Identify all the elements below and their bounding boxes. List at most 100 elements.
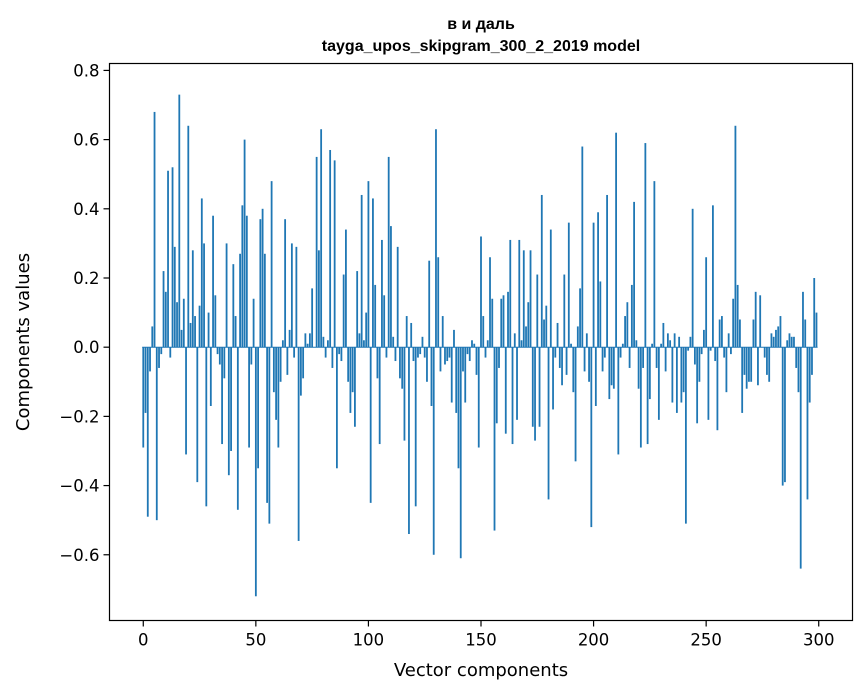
- y-tick-label: 0.8: [73, 61, 99, 80]
- bar: [734, 125, 737, 348]
- bar: [682, 347, 685, 393]
- bar: [633, 201, 635, 348]
- bar: [441, 316, 444, 348]
- bar: [245, 215, 248, 348]
- bar: [248, 347, 250, 448]
- bar: [811, 347, 813, 375]
- bar: [162, 271, 165, 348]
- bar: [214, 295, 217, 348]
- chart-title-line-2: tayga_upos_skipgram_300_2_2019 model: [322, 38, 640, 55]
- bar: [164, 291, 167, 348]
- bar: [563, 274, 566, 348]
- bar: [421, 336, 424, 348]
- bar: [579, 288, 581, 348]
- x-tick-label: 200: [578, 631, 610, 650]
- bar: [459, 347, 462, 559]
- bar: [721, 316, 723, 348]
- bar: [538, 347, 541, 427]
- bar: [306, 343, 309, 348]
- bar: [401, 347, 404, 389]
- bar: [727, 333, 730, 348]
- bar: [232, 264, 235, 348]
- bar: [540, 194, 543, 348]
- bar: [516, 347, 518, 420]
- bar: [646, 347, 649, 445]
- bar: [146, 347, 149, 517]
- bar: [315, 156, 318, 348]
- y-axis-label: Components values: [13, 253, 34, 431]
- bar: [520, 340, 523, 348]
- bar: [619, 347, 622, 358]
- bar: [673, 333, 676, 348]
- bar: [768, 347, 771, 382]
- bar: [529, 250, 532, 348]
- bar: [376, 347, 379, 379]
- bar: [149, 347, 151, 372]
- bar: [608, 347, 611, 400]
- bar: [621, 343, 624, 348]
- bar: [295, 246, 298, 348]
- bar: [739, 319, 741, 348]
- bar: [781, 347, 784, 486]
- bar: [200, 198, 203, 348]
- bar: [615, 132, 617, 348]
- bar: [763, 347, 766, 358]
- bar: [230, 347, 232, 451]
- bar: [793, 336, 795, 348]
- bar: [639, 347, 642, 448]
- bar: [153, 111, 156, 348]
- bar: [491, 298, 494, 348]
- bar: [378, 347, 381, 445]
- bar: [180, 329, 183, 348]
- bar: [194, 316, 196, 348]
- bar: [723, 347, 726, 358]
- bar: [374, 284, 377, 348]
- bar: [268, 347, 271, 524]
- bar: [657, 347, 660, 420]
- bar: [718, 319, 721, 348]
- bar: [662, 322, 665, 348]
- bar: [581, 146, 584, 348]
- bar: [171, 167, 174, 348]
- bar: [642, 347, 645, 368]
- bar: [279, 347, 282, 382]
- bar: [358, 333, 361, 348]
- bar: [336, 347, 338, 469]
- bar: [372, 198, 374, 348]
- bar: [567, 222, 570, 348]
- bar: [320, 129, 323, 348]
- y-tick-label: 0.0: [73, 338, 99, 357]
- bar: [489, 257, 491, 348]
- y-tick-label: 0.4: [73, 200, 99, 219]
- bar: [178, 94, 181, 348]
- bar: [561, 347, 563, 386]
- y-tick-label: 0.2: [73, 269, 99, 288]
- bar: [428, 260, 431, 348]
- bar: [554, 347, 557, 358]
- bar: [709, 347, 712, 351]
- bar: [363, 340, 365, 348]
- bar: [531, 347, 534, 427]
- bar: [252, 298, 255, 348]
- bar: [655, 347, 658, 368]
- bar: [707, 347, 710, 420]
- bar: [448, 347, 451, 358]
- bar: [468, 347, 471, 362]
- bar: [250, 347, 253, 365]
- bar: [779, 316, 782, 348]
- bar: [795, 347, 798, 368]
- bar: [797, 347, 800, 393]
- bar: [304, 333, 307, 348]
- bar: [511, 347, 514, 445]
- bar: [712, 205, 714, 348]
- bar: [574, 347, 577, 462]
- bar: [651, 343, 654, 348]
- bar: [486, 340, 489, 348]
- bar: [716, 347, 719, 431]
- plot-area-frame: [108, 62, 854, 622]
- bar: [786, 340, 789, 348]
- bar: [142, 347, 145, 448]
- bar: [743, 347, 746, 375]
- bar: [288, 329, 291, 348]
- bar: [176, 302, 178, 348]
